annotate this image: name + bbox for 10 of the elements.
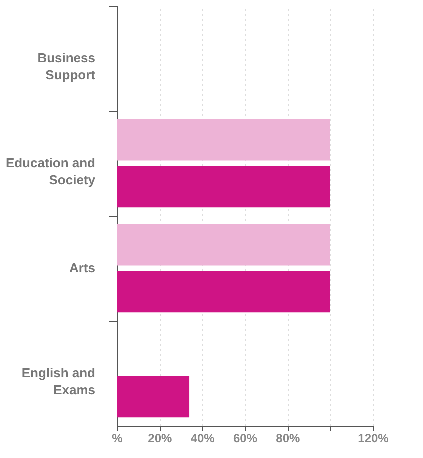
x-tick-label: 120% bbox=[358, 432, 390, 446]
x-tick-label: 20% bbox=[148, 432, 172, 446]
x-tick-label: % bbox=[112, 432, 124, 446]
x-tick-label: 80% bbox=[276, 432, 300, 446]
x-tick-label: 60% bbox=[233, 432, 258, 446]
x-tick-label: 40% bbox=[190, 432, 216, 446]
y-tick-label: English and Exams bbox=[22, 366, 96, 398]
y-tick-label: Arts bbox=[69, 260, 96, 276]
y-tick-label: Education and Society bbox=[6, 156, 96, 188]
y-tick-label: Business Support bbox=[38, 50, 96, 82]
